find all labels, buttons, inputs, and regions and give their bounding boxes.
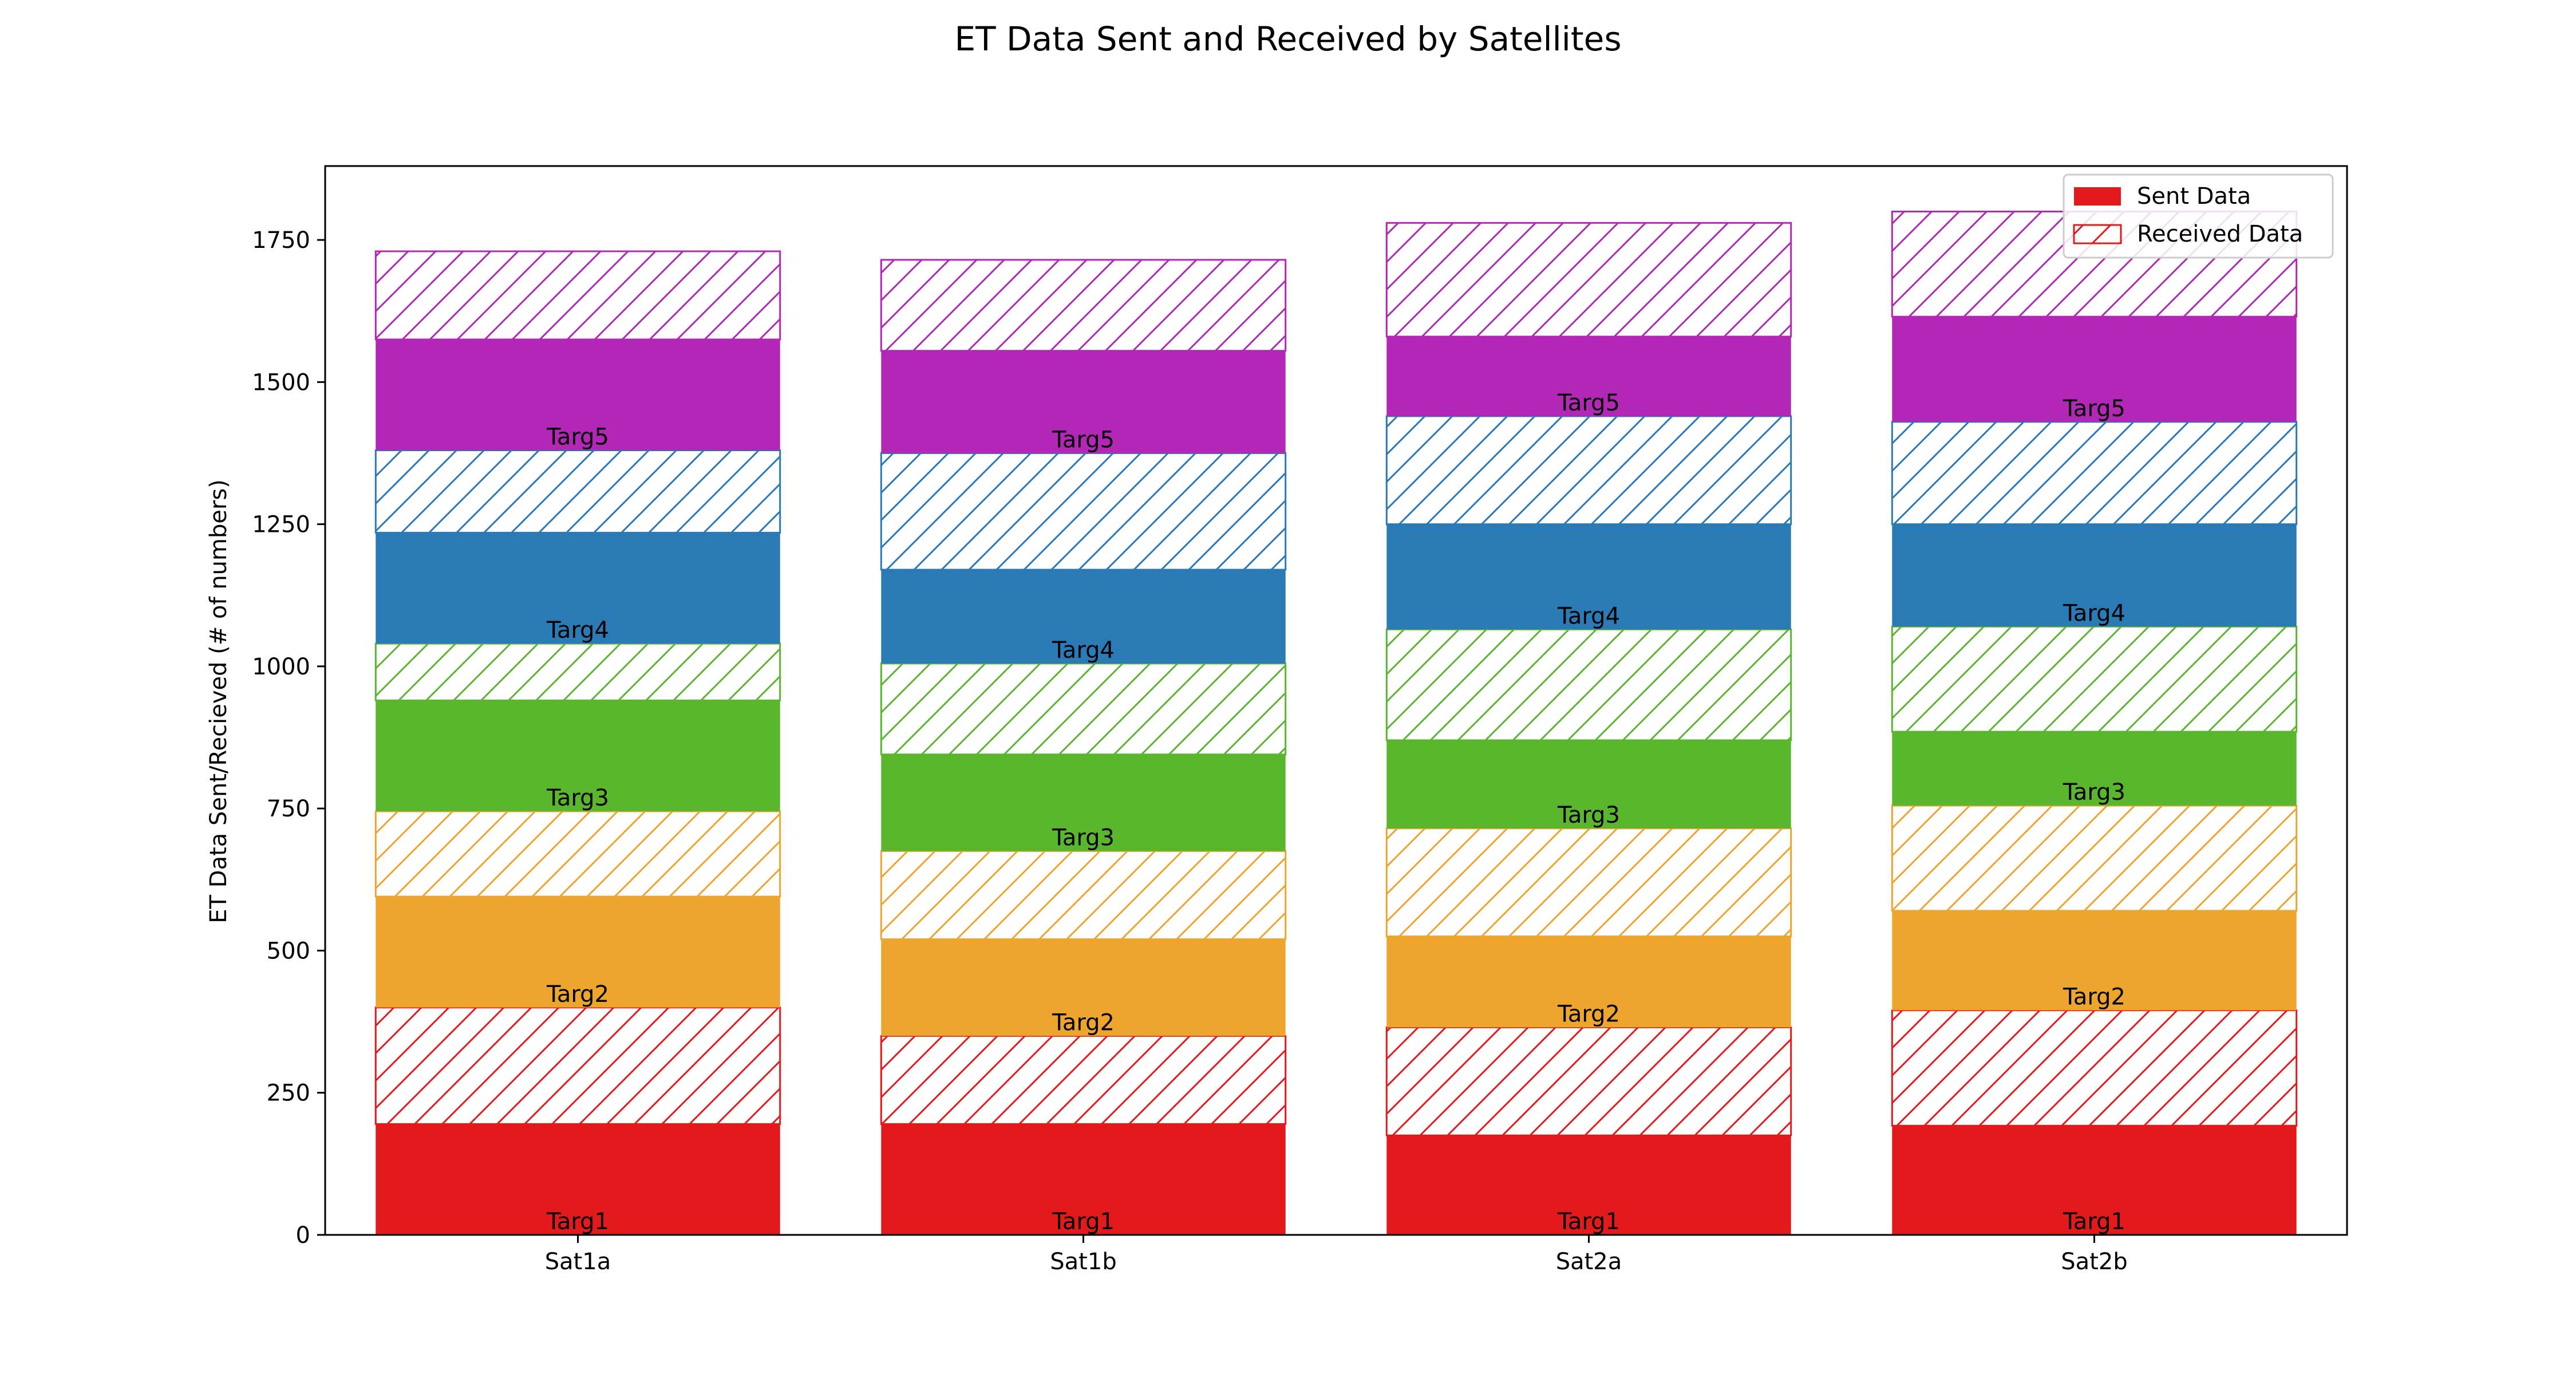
received-bar-targ2-sat1a: [374, 810, 781, 898]
sent-bar-targ3-sat1a: [376, 700, 780, 812]
y-tick-label: 1500: [252, 369, 310, 396]
received-bar-targ1-sat2a: [1385, 1026, 1792, 1136]
sent-bar-targ3-sat1b: [881, 754, 1286, 851]
bar-label-targ5-sat2b: Targ5: [2063, 396, 2125, 422]
received-bar-targ5-sat1a: [374, 250, 781, 341]
bar-label-targ5-sat1a: Targ5: [546, 424, 609, 451]
sent-bar-targ1-sat2b: [1892, 1126, 2297, 1235]
received-bar-targ1-sat1a: [374, 1006, 781, 1125]
x-tick-label: Sat1b: [1050, 1249, 1116, 1275]
x-tick-label: Sat2b: [2061, 1249, 2127, 1275]
received-bar-targ4-sat2a: [1385, 415, 1792, 526]
chart-title: ET Data Sent and Received by Satellites: [954, 19, 1621, 58]
received-bar-targ1-sat1b: [880, 1035, 1287, 1125]
bar-label-targ4-sat1b: Targ4: [1052, 637, 1115, 664]
received-bar-targ2-sat2b: [1891, 804, 2298, 912]
legend-label: Received Data: [2137, 221, 2303, 247]
sent-bar-targ2-sat2a: [1386, 936, 1791, 1028]
y-axis-label: ET Data Sent/Recieved (# of numbers): [206, 479, 232, 923]
bar-label-targ3-sat1a: Targ3: [546, 785, 609, 811]
x-tick-label: Sat1a: [545, 1249, 611, 1275]
sent-bar-targ5-sat1a: [376, 339, 780, 451]
received-bar-targ3-sat1a: [374, 642, 781, 702]
sent-bar-targ4-sat2a: [1386, 524, 1791, 630]
x-tick-label: Sat2a: [1556, 1249, 1622, 1275]
bar-label-targ4-sat2b: Targ4: [2063, 600, 2125, 626]
bar-label-targ2-sat2a: Targ2: [1557, 1001, 1620, 1028]
received-bar-targ3-sat2b: [1891, 625, 2298, 733]
bar-labels: Targ1 Targ2 Targ3 Targ4 Targ5 Targ1 Targ2 Targ3…: [546, 390, 2125, 1235]
y-tick-label: 1000: [252, 654, 310, 680]
bar-label-targ1-sat2a: Targ1: [1557, 1209, 1620, 1235]
sent-bar-targ1-sat1a: [376, 1124, 780, 1235]
legend-swatch-sent: [2074, 187, 2121, 206]
plot-frame: [324, 165, 2348, 1236]
bar-label-targ5-sat1b: Targ5: [1052, 427, 1115, 453]
y-tick-label: 500: [267, 938, 310, 964]
bar-label-targ2-sat2b: Targ2: [2063, 984, 2125, 1010]
axes: 0 250 500 750 1000 1250 1500 1750 Sat1a Sat1b Sat2…: [252, 165, 2348, 1275]
sent-bar-targ5-sat2b: [1892, 317, 2297, 422]
y-tick-label: 1250: [252, 512, 310, 538]
sent-bar-targ4-sat1a: [376, 532, 780, 644]
sent-bar-targ5-sat2a: [1386, 336, 1791, 416]
bar-label-targ1-sat2b: Targ1: [2063, 1209, 2125, 1235]
received-bar-targ4-sat1b: [880, 452, 1287, 571]
sent-bar-targ3-sat2a: [1386, 740, 1791, 828]
bar-label-targ3-sat2b: Targ3: [2063, 779, 2125, 806]
received-bar-targ3-sat2a: [1385, 628, 1792, 741]
bar-label-targ2-sat1a: Targ2: [546, 981, 609, 1008]
received-bar-targ5-sat1b: [880, 259, 1287, 352]
bar-label-targ1-sat1b: Targ1: [1052, 1209, 1115, 1235]
sent-bar-targ2-sat1b: [881, 939, 1286, 1036]
bar-label-targ5-sat2a: Targ5: [1557, 390, 1620, 416]
legend: Sent Data Received Data: [2063, 173, 2334, 259]
bars: [374, 210, 2298, 1235]
received-bar-targ4-sat2b: [1891, 421, 2298, 526]
legend-box: [2063, 173, 2334, 259]
bar-label-targ3-sat1b: Targ3: [1052, 825, 1115, 851]
sent-bar-targ4-sat2b: [1892, 524, 2297, 627]
y-tick-label: 250: [267, 1080, 310, 1107]
bar-label-targ4-sat2a: Targ4: [1557, 603, 1620, 629]
y-tick-label: 0: [296, 1222, 310, 1249]
sent-bar-targ4-sat1b: [881, 570, 1286, 664]
received-bar-targ5-sat2a: [1385, 222, 1792, 338]
legend-swatch-received: [2073, 224, 2122, 244]
sent-bar-targ2-sat1a: [376, 897, 780, 1008]
received-bar-targ2-sat2a: [1385, 827, 1792, 938]
sent-bar-targ3-sat2b: [1892, 732, 2297, 806]
received-bar-targ1-sat2b: [1891, 1009, 2298, 1127]
bar-label-targ1-sat1a: Targ1: [546, 1209, 609, 1235]
received-bar-targ2-sat1b: [880, 850, 1287, 941]
received-bar-targ4-sat1a: [374, 449, 781, 534]
bar-label-targ3-sat2a: Targ3: [1557, 802, 1620, 828]
received-bar-targ3-sat1b: [880, 662, 1287, 756]
bar-label-targ4-sat1a: Targ4: [546, 617, 609, 643]
legend-label: Sent Data: [2137, 183, 2251, 210]
y-tick-label: 1750: [252, 227, 310, 254]
sent-bar-targ5-sat1b: [881, 350, 1286, 453]
bar-label-targ2-sat1b: Targ2: [1052, 1009, 1115, 1036]
sent-bar-targ1-sat2a: [1386, 1135, 1791, 1235]
sent-bar-targ1-sat1b: [881, 1124, 1286, 1235]
y-tick-label: 750: [267, 796, 310, 822]
sent-bar-targ2-sat2b: [1892, 910, 2297, 1010]
